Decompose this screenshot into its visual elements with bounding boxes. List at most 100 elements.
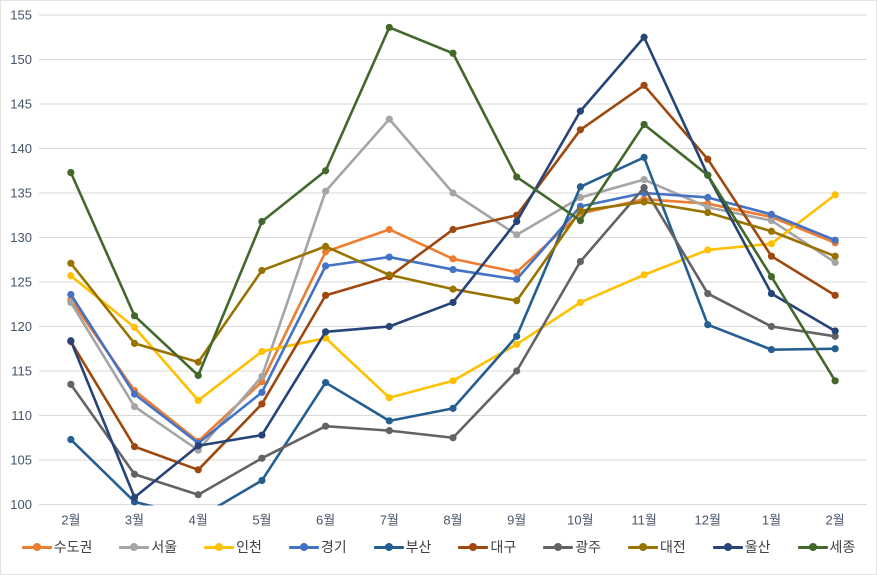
legend-line-marker-icon [712, 543, 743, 551]
data-point-marker [449, 377, 457, 385]
data-point-marker [322, 378, 330, 387]
legend-line-marker-icon [288, 543, 319, 551]
data-point-marker [513, 268, 521, 276]
y-axis-tick-label: 110 [11, 408, 32, 423]
legend-item-10: 세종 [797, 537, 856, 557]
x-axis-category-label: 2월 [826, 513, 845, 528]
data-point-marker [831, 236, 839, 244]
data-point-marker [831, 191, 839, 199]
legend-label: 세종 [829, 539, 856, 555]
data-point-marker [831, 332, 839, 340]
legend-dot-icon [215, 543, 224, 551]
y-axis-tick-label: 140 [10, 141, 32, 156]
data-point-marker [449, 298, 457, 307]
y-axis-tick-label: 155 [10, 8, 32, 23]
data-point-marker [194, 491, 202, 499]
legend-dot-icon [723, 543, 732, 551]
legend-item-9: 울산 [712, 537, 771, 557]
x-axis-category-label: 5월 [252, 513, 271, 528]
y-axis-tick-label: 135 [10, 186, 32, 201]
data-point-marker [385, 427, 393, 435]
legend-line-marker-icon [21, 543, 52, 551]
legend-label: 부산 [405, 539, 432, 555]
legend-line-marker-icon [204, 543, 235, 551]
data-point-marker [130, 339, 139, 348]
data-point-marker [258, 347, 266, 356]
series-line [69, 193, 837, 402]
data-point-marker [640, 153, 648, 161]
legend-label: 대전 [659, 539, 686, 555]
y-axis-tick-label: 125 [10, 275, 32, 290]
data-point-marker [449, 434, 457, 442]
data-point-marker [704, 193, 712, 202]
chart-legend: 수도권 서울 인천 경기 부산 대구 광주 대전 울산 세종 [1, 537, 876, 557]
data-point-marker [576, 298, 584, 307]
data-point-marker [640, 33, 648, 41]
data-point-marker [704, 171, 712, 179]
y-axis-tick-label: 150 [10, 52, 32, 67]
data-point-marker [704, 203, 712, 211]
y-axis-tick-label: 120 [10, 319, 32, 334]
legend-dot-icon [469, 543, 478, 551]
data-point-marker [449, 225, 457, 234]
y-axis-tick-label: 100 [10, 497, 32, 512]
legend-label: 대구 [490, 539, 517, 555]
data-point-marker [194, 396, 202, 404]
data-point-marker [831, 252, 839, 260]
y-axis-tick-label: 115 [11, 364, 32, 379]
data-point-marker [67, 337, 75, 345]
data-point-marker [576, 193, 584, 202]
legend-label: 수도권 [53, 539, 93, 555]
data-point-marker [258, 431, 266, 439]
data-point-marker [322, 291, 330, 299]
x-axis-category-label: 7월 [380, 513, 399, 528]
data-point-marker [258, 476, 266, 485]
data-point-marker [130, 470, 139, 478]
legend-dot-icon [130, 543, 139, 551]
data-point-marker [831, 345, 839, 353]
data-point-marker [767, 240, 776, 248]
data-point-marker [576, 257, 584, 266]
series-2 [67, 115, 839, 454]
y-axis-tick-label: 145 [10, 97, 32, 112]
data-point-marker [258, 217, 266, 226]
data-point-marker [640, 120, 648, 129]
data-point-marker [767, 273, 776, 281]
data-point-marker [385, 394, 393, 402]
series-5 [67, 153, 839, 506]
data-point-marker [67, 259, 75, 267]
data-point-marker [704, 289, 712, 298]
data-point-marker [513, 231, 521, 239]
data-point-marker [385, 322, 393, 331]
data-point-marker [385, 23, 393, 32]
legend-item-4: 경기 [288, 537, 347, 557]
data-point-marker [322, 328, 330, 336]
data-point-marker [449, 49, 457, 57]
series-line [69, 117, 837, 452]
data-point-marker [385, 271, 393, 279]
data-point-marker [449, 265, 457, 274]
data-point-marker [130, 390, 139, 398]
x-axis-category-label: 10월 [567, 513, 593, 528]
x-axis-category-label: 11월 [631, 513, 656, 528]
data-point-marker [576, 107, 584, 115]
legend-label: 광주 [575, 539, 601, 555]
data-point-marker [513, 217, 521, 226]
legend-dot-icon [808, 543, 817, 551]
x-axis-category-label: 1월 [762, 513, 781, 528]
legend-label: 울산 [744, 539, 771, 555]
data-point-marker [258, 400, 266, 408]
data-point-marker [831, 258, 839, 267]
data-point-marker [831, 327, 839, 335]
data-point-marker [322, 187, 330, 195]
data-point-marker [767, 346, 776, 354]
legend-item-1: 수도권 [21, 537, 93, 557]
data-point-marker [513, 367, 521, 375]
x-axis-category-label: 9월 [507, 513, 526, 528]
data-point-marker [385, 225, 393, 234]
data-point-marker [640, 184, 648, 192]
data-point-marker [194, 442, 202, 450]
data-point-marker [67, 298, 75, 307]
data-point-marker [385, 115, 393, 123]
